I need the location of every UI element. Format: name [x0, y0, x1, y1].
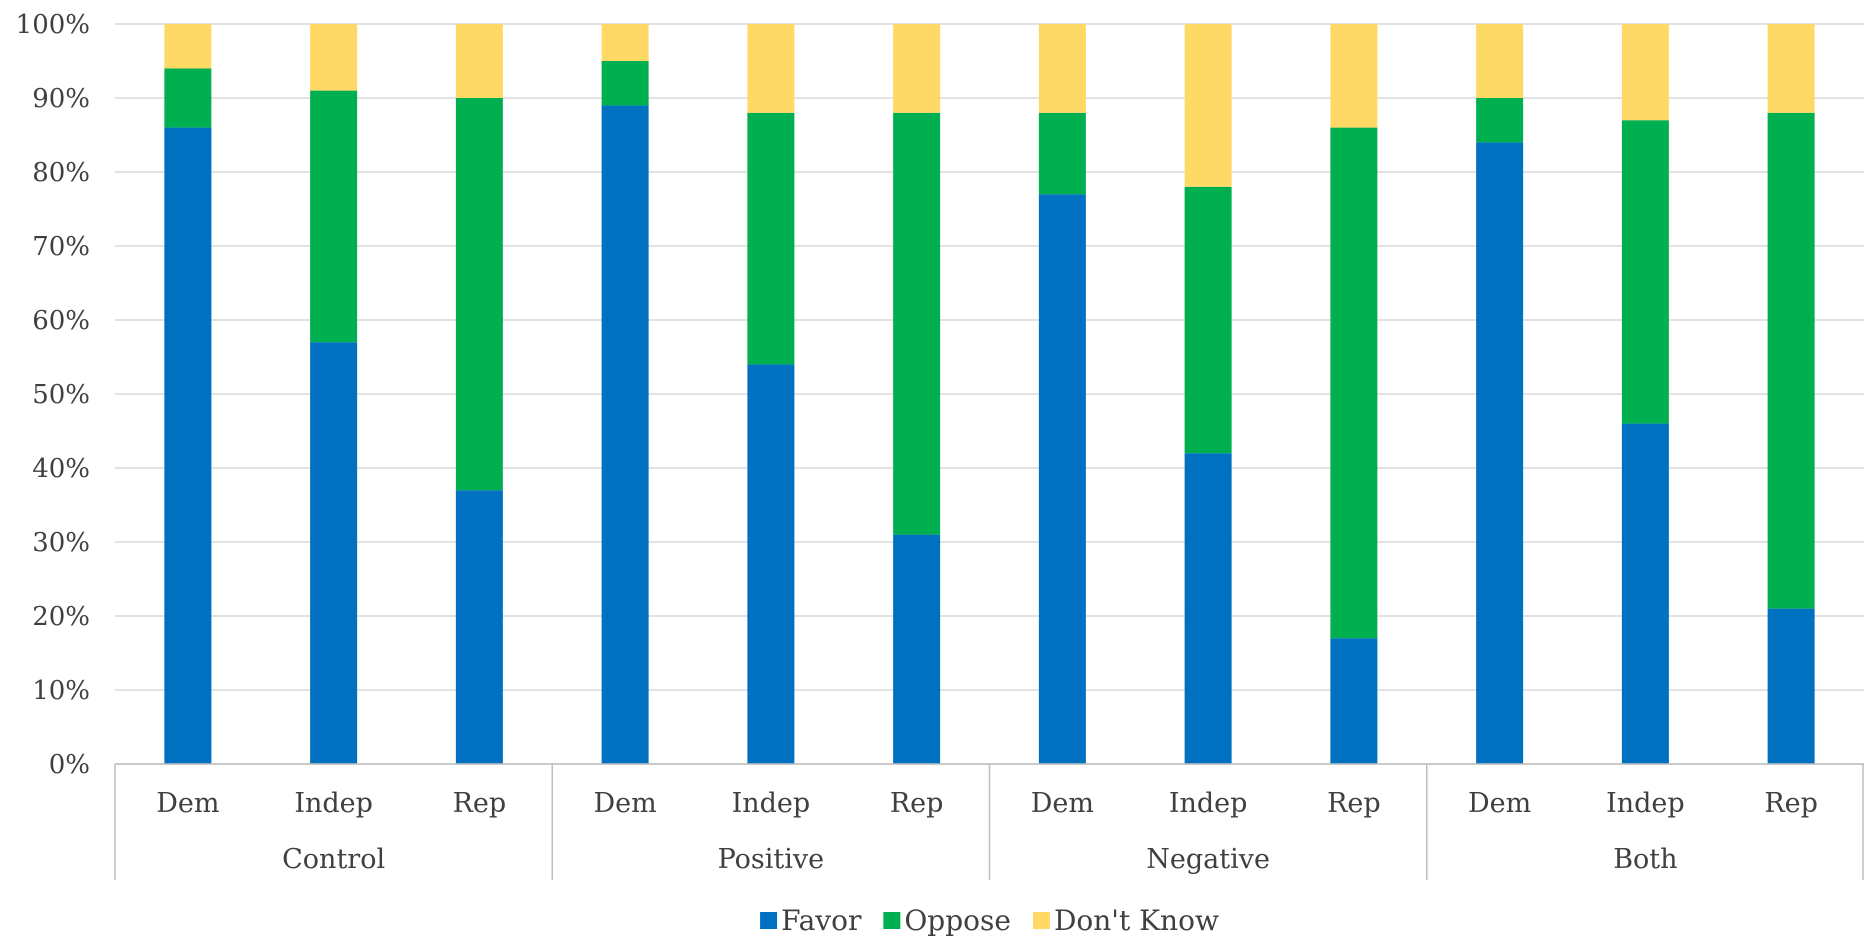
bar-oppose [893, 112, 941, 535]
bar-favor [893, 534, 941, 764]
gridlines [115, 23, 1864, 765]
bar-favor [455, 490, 503, 764]
x-subcategory-label: Indep [1606, 788, 1685, 819]
bar-favor [1038, 194, 1086, 764]
bar-favor [1476, 142, 1524, 764]
x-subcategory-label: Rep [1327, 788, 1381, 819]
y-tick-label: 10% [32, 676, 90, 706]
x-group-label: Both [1613, 844, 1677, 875]
x-group-label: Control [282, 844, 385, 875]
y-tick-label: 70% [32, 232, 90, 262]
y-tick-label: 80% [32, 158, 90, 188]
y-tick-label: 30% [32, 528, 90, 558]
x-axis-subcategory-labels: Dem Indep Rep Dem Indep Rep Dem Indep Rep Dem Inde… [156, 788, 1818, 819]
bar-oppose [747, 112, 795, 365]
x-subcategory-label: Dem [156, 788, 219, 819]
bar-don-t-know [1476, 24, 1524, 98]
bar-favor [1767, 608, 1815, 764]
bar-don-t-know [164, 24, 212, 69]
bar-favor [310, 342, 358, 764]
legend-swatch-favor [760, 912, 778, 929]
bar-don-t-know [747, 24, 795, 113]
x-subcategory-label: Rep [890, 788, 944, 819]
bar-oppose [1330, 127, 1378, 639]
legend-label-don-t-know: Don't Know [1054, 904, 1219, 937]
bar-don-t-know [1330, 24, 1378, 128]
bar-favor [1621, 423, 1669, 764]
bar-don-t-know [1038, 24, 1086, 113]
bar-don-t-know [1767, 24, 1815, 113]
bar-don-t-know [455, 24, 503, 98]
legend-swatch-oppose [883, 912, 901, 929]
x-axis-lines [114, 763, 1864, 880]
x-subcategory-label: Indep [732, 788, 811, 819]
x-subcategory-label: Rep [1764, 788, 1818, 819]
legend-label-oppose: Oppose [904, 904, 1011, 937]
x-subcategory-label: Dem [1468, 788, 1531, 819]
x-subcategory-label: Indep [294, 788, 373, 819]
bars [164, 24, 1815, 765]
bar-oppose [1767, 112, 1815, 609]
y-tick-label: 90% [32, 84, 90, 114]
bar-favor [1184, 453, 1232, 764]
bar-favor [164, 127, 212, 765]
bar-don-t-know [1621, 24, 1669, 121]
bar-oppose [1038, 112, 1086, 195]
y-tick-label: 60% [32, 306, 90, 336]
bar-oppose [164, 68, 212, 128]
y-tick-label: 20% [32, 602, 90, 632]
bar-don-t-know [601, 24, 649, 61]
legend-swatch-don-t-know [1032, 912, 1050, 929]
y-tick-label: 40% [32, 454, 90, 484]
bar-oppose [1476, 98, 1524, 143]
bar-favor [1330, 638, 1378, 764]
x-group-label: Negative [1146, 844, 1270, 875]
x-axis-group-labels: Control Positive Negative Both [282, 844, 1677, 875]
x-subcategory-label: Indep [1169, 788, 1248, 819]
legend: Favor Oppose Don't Know [760, 904, 1219, 937]
bar-oppose [601, 61, 649, 106]
y-tick-label: 50% [32, 380, 90, 410]
y-axis-tick-labels: 0% 10% 20% 30% 40% 50% 60% 70% 80% 90% 100% [16, 10, 90, 780]
bar-oppose [1621, 120, 1669, 424]
bar-favor [747, 364, 795, 764]
y-tick-label: 100% [16, 10, 90, 40]
x-subcategory-label: Dem [594, 788, 657, 819]
bar-oppose [1184, 186, 1232, 454]
legend-label-favor: Favor [781, 904, 862, 937]
x-subcategory-label: Dem [1031, 788, 1094, 819]
bar-oppose [455, 98, 503, 491]
bar-favor [601, 105, 649, 764]
x-subcategory-label: Rep [453, 788, 507, 819]
bar-don-t-know [1184, 24, 1232, 187]
bar-oppose [310, 90, 358, 343]
y-tick-label: 0% [49, 750, 90, 780]
x-group-label: Positive [718, 844, 825, 875]
bar-don-t-know [310, 24, 358, 91]
bar-don-t-know [893, 24, 941, 113]
